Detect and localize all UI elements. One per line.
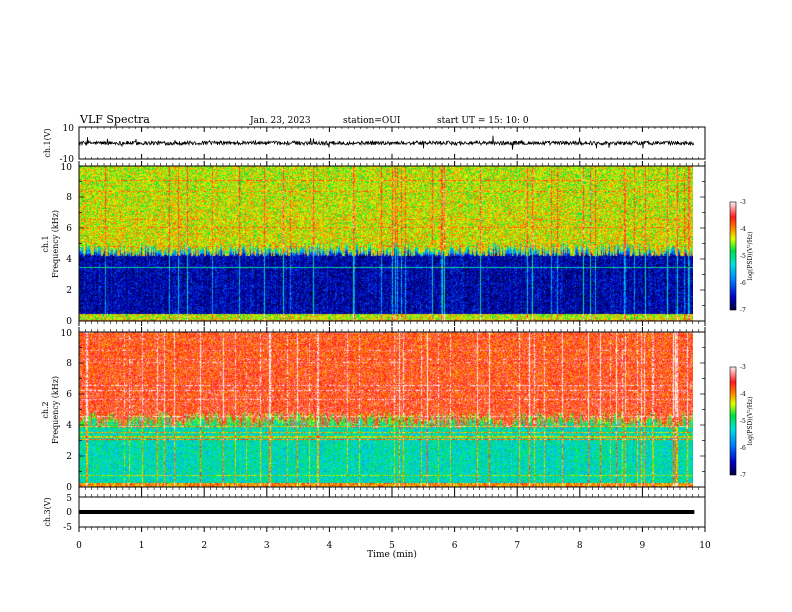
ch2-freq-tick: 0 [66, 483, 72, 493]
ch1-colorbar-tick: -7 [740, 307, 746, 314]
time-axis-tick-labels: 0 1 2 3 4 5 6 7 8 9 10 [76, 541, 711, 551]
ch1-spectrogram-ylabel-top: ch.1 [41, 235, 50, 252]
ch1-colorbar-tick: -5 [740, 253, 746, 260]
ch1-colorbar-tick: -6 [740, 280, 746, 287]
time-axis-label: Time (min) [367, 549, 417, 560]
ch1-colorbar: -3 -4 -5 -6 -7 log(PSD)(V²/Hz) [729, 199, 754, 314]
ch2-colorbar-tick: -7 [740, 472, 746, 479]
ch1-spectrogram-ylabel: Frequency (kHz) [51, 210, 60, 278]
ch1-waveform-line [78, 135, 695, 150]
ch1-freq-tick: 4 [66, 255, 72, 265]
ch2-colorbar-tick: -5 [740, 418, 746, 425]
ch2-spectrogram-ylabel: Frequency (kHz) [51, 376, 60, 444]
ch2-colorbar-tick: -3 [740, 364, 746, 371]
x-tick-label: 7 [514, 541, 520, 551]
x-tick-label: 5 [389, 541, 395, 551]
ch3-ytick-top: 5 [66, 494, 72, 504]
ch2-colorbar-tick: -6 [740, 445, 746, 452]
ch1-colorbar-gradient [729, 201, 737, 311]
ch3-waveform-ticks [78, 492, 706, 532]
ch3-waveform-panel: 5 0 -5 ch.3(V) 0 1 2 3 4 5 6 7 8 9 10 Time (min) [43, 492, 711, 560]
x-tick-label: 8 [577, 541, 583, 551]
x-tick-label: 6 [452, 541, 458, 551]
ch1-colorbar-tick: -4 [740, 226, 746, 233]
date-label: Jan. 23, 2023 [249, 116, 311, 126]
ch2-freq-tick: 8 [66, 359, 72, 369]
ch3-waveform-ylabel: ch.3(V) [43, 497, 52, 526]
ch2-freq-tick: 6 [66, 390, 72, 400]
ch1-freq-tick: 2 [66, 286, 72, 296]
x-tick-label: 4 [327, 541, 333, 551]
ch1-waveform-panel: 10 -10 ch.1(V) [43, 124, 706, 165]
x-tick-label: 10 [699, 541, 711, 551]
ch1-freq-tick: 10 [61, 163, 73, 173]
ch2-spectrogram-ylabel-top: ch.2 [41, 401, 50, 418]
ch1-ytick-top: 10 [63, 124, 75, 134]
x-tick-label: 2 [201, 541, 207, 551]
ch1-waveform-ticks [78, 127, 706, 159]
ch2-spectrogram-panel: 0 2 4 6 8 10 ch.2 Frequency (kHz) -3 -4 … [41, 327, 754, 493]
ch1-freq-tick: 8 [66, 193, 72, 203]
ch1-waveform-ylabel: ch.1(V) [43, 128, 52, 157]
ch2-colorbar: -3 -4 -5 -6 -7 log(PSD)(V²/Hz) [729, 364, 754, 479]
ch2-freq-tick: 4 [66, 421, 72, 431]
ch2-colorbar-label: log(PSD)(V²/Hz) [747, 397, 754, 446]
ch2-spectrogram-ticks [78, 327, 706, 492]
ch2-colorbar-gradient [729, 366, 737, 476]
station-label: station=OUI [343, 116, 401, 126]
ch1-spectrogram-ticks [78, 161, 706, 326]
ch1-freq-tick: 0 [66, 317, 72, 327]
ch2-colorbar-tick: -4 [740, 391, 746, 398]
ch1-spectrogram-image [79, 166, 693, 321]
figure-title: VLF Spectra [79, 113, 150, 126]
ch1-colorbar-label: log(PSD)(V²/Hz) [747, 232, 754, 281]
ch2-spectrogram-image [79, 332, 693, 487]
ch1-ytick-bottom: -10 [60, 155, 75, 165]
x-tick-label: 0 [76, 541, 82, 551]
ch2-freq-tick: 10 [61, 329, 73, 339]
ch1-spectrogram-panel: 0 2 4 6 8 10 ch.1 Frequency (kHz) -3 -4 … [41, 161, 754, 327]
x-tick-label: 3 [264, 541, 270, 551]
ch3-ytick-mid: 0 [66, 508, 72, 518]
x-tick-label: 1 [139, 541, 145, 551]
x-tick-label: 9 [640, 541, 646, 551]
ch1-freq-tick: 6 [66, 224, 72, 234]
ch3-ytick-bottom: -5 [63, 523, 72, 533]
ch1-waveform-trace [78, 135, 695, 150]
start-time-label: start UT = 15: 10: 0 [437, 116, 529, 126]
ch1-colorbar-tick: -3 [740, 199, 746, 206]
ch2-freq-tick: 2 [66, 452, 72, 462]
